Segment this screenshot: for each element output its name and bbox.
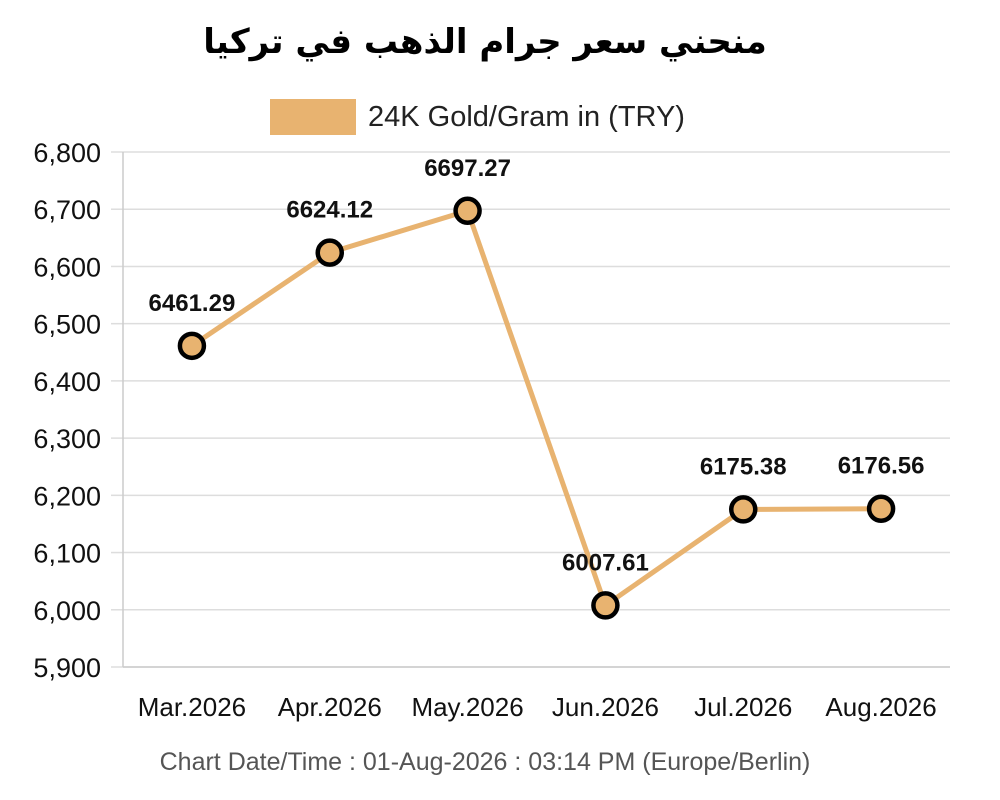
y-tick-label: 6,200 [33,481,101,511]
grid-layer [111,151,950,668]
data-point-marker [177,331,207,361]
data-point-marker [729,495,758,524]
x-tick-label: May.2026 [411,692,523,722]
data-label: 6461.29 [149,290,236,317]
legend: 24K Gold/Gram in (TRY) [270,98,685,136]
y-axis: 5,900 6,000 6,100 6,200 6,300 6,400 6,500 6,600… [33,138,101,683]
data-label-layer: 6461.29 6624.12 6697.27 6007.61 6175.38 6176.… [149,155,925,577]
y-tick-label: 6,600 [33,252,101,282]
y-tick-label: 6,300 [33,424,101,454]
data-point-marker [591,591,620,620]
legend-label: 24K Gold/Gram in (TRY) [368,100,685,133]
data-point-marker [315,238,344,267]
y-tick-label: 6,800 [33,138,101,168]
chart-datetime-footer: Chart Date/Time : 01-Aug-2026 : 03:14 PM… [159,748,811,776]
series-line-layer [190,208,882,608]
data-label: 6697.27 [424,155,511,182]
data-point-marker [453,196,482,226]
legend-swatch [270,99,356,135]
y-tick-label: 6,500 [33,310,101,340]
x-axis: Mar.2026 Apr.2026 May.2026 Jun.2026 Jul.2026… [138,692,937,722]
y-tick-label: 6,000 [33,596,101,626]
x-tick-label: Aug.2026 [825,692,936,722]
y-tick-label: 6,700 [33,195,101,225]
chart-title: منحني سعر جرام الذهب في تركيا [203,22,767,62]
marker-layer [177,196,896,620]
y-tick-label: 5,900 [33,653,101,683]
data-label: 6175.38 [700,453,787,480]
data-point-marker [866,494,896,523]
x-tick-label: Jul.2026 [694,692,792,722]
x-tick-label: Apr.2026 [278,692,382,722]
data-label: 6007.61 [562,549,649,576]
y-tick-label: 6,400 [33,367,101,397]
data-label: 6624.12 [286,197,373,224]
x-tick-label: Mar.2026 [138,692,246,722]
series-line [190,208,882,608]
data-label: 6176.56 [838,453,925,480]
y-tick-label: 6,100 [33,539,101,569]
x-tick-label: Jun.2026 [552,692,659,722]
